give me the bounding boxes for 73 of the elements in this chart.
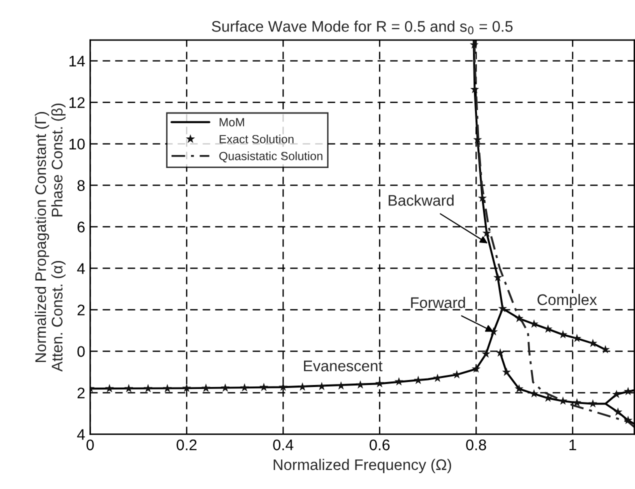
x-tick-label: 0.6	[370, 439, 390, 450]
point	[514, 314, 524, 322]
y-tick-label: 12	[69, 97, 85, 108]
point	[493, 272, 502, 282]
point	[394, 377, 404, 386]
point	[482, 228, 492, 237]
point	[240, 383, 249, 392]
point	[544, 393, 552, 402]
point	[624, 416, 633, 424]
point	[470, 40, 479, 49]
point	[220, 383, 230, 392]
point	[473, 135, 482, 144]
point	[124, 384, 134, 392]
point	[496, 348, 505, 357]
chart-title: Surface Wave Mode for R = 0.5 and s$_{0}$ = 0.5	[212, 20, 513, 34]
annotation: Forward	[411, 296, 465, 308]
legend-label: Exact Solution	[220, 134, 294, 144]
y-tick-label: 14	[69, 56, 85, 66]
point	[162, 384, 172, 392]
point	[144, 384, 152, 392]
point	[414, 376, 423, 384]
x-axis-title: Normalized Frequency (Ω)	[274, 458, 452, 474]
point	[182, 384, 192, 392]
point	[317, 382, 326, 390]
point	[588, 338, 598, 348]
y-tick-label: 6	[78, 222, 85, 232]
point	[482, 349, 490, 358]
point	[278, 382, 288, 391]
y-tick-label: 8	[77, 180, 85, 191]
annotation: Evanescent	[304, 360, 382, 372]
point	[470, 84, 480, 94]
annotation: Complex	[538, 294, 597, 308]
point	[600, 344, 610, 354]
y-tick-label: 10	[69, 138, 85, 150]
x-tick-label: 1	[570, 440, 576, 450]
y-tick-label: 2	[78, 304, 85, 316]
point	[558, 396, 568, 405]
annotation: Backward	[388, 194, 454, 206]
point	[259, 382, 268, 392]
point	[588, 399, 598, 408]
legend-label: Quasistatic Solution	[219, 152, 322, 162]
point	[530, 389, 538, 398]
point	[558, 330, 568, 338]
point	[514, 384, 524, 393]
point	[202, 384, 210, 392]
point	[472, 364, 481, 373]
point	[502, 368, 511, 376]
y-axis-title: Normalized Propagation Constant (Γ) Atten. Const. (α) Phase Const. (β)	[34, 104, 66, 372]
point	[572, 334, 582, 342]
y-tick-label: 0	[77, 346, 85, 357]
point	[612, 390, 621, 398]
point	[572, 398, 582, 406]
x-tick-label: 0.4	[273, 439, 294, 450]
y-tick-label: 4	[77, 429, 85, 440]
point	[298, 382, 307, 391]
x-tick-label: 0.2	[176, 439, 197, 450]
point	[498, 304, 508, 312]
point	[530, 319, 538, 328]
x-tick-label: 0	[86, 439, 94, 450]
legend-label: MoM	[220, 118, 244, 126]
point	[452, 370, 462, 378]
point	[375, 378, 384, 388]
point	[105, 384, 114, 392]
point	[614, 407, 622, 416]
point	[433, 374, 442, 382]
point	[356, 380, 365, 389]
point	[478, 194, 487, 202]
point	[336, 381, 346, 390]
point	[624, 386, 633, 396]
y-tick-label: 4	[77, 263, 85, 274]
point	[544, 324, 552, 333]
y-tick-label: 2	[78, 388, 85, 398]
x-tick-label: 0.8	[466, 439, 486, 450]
